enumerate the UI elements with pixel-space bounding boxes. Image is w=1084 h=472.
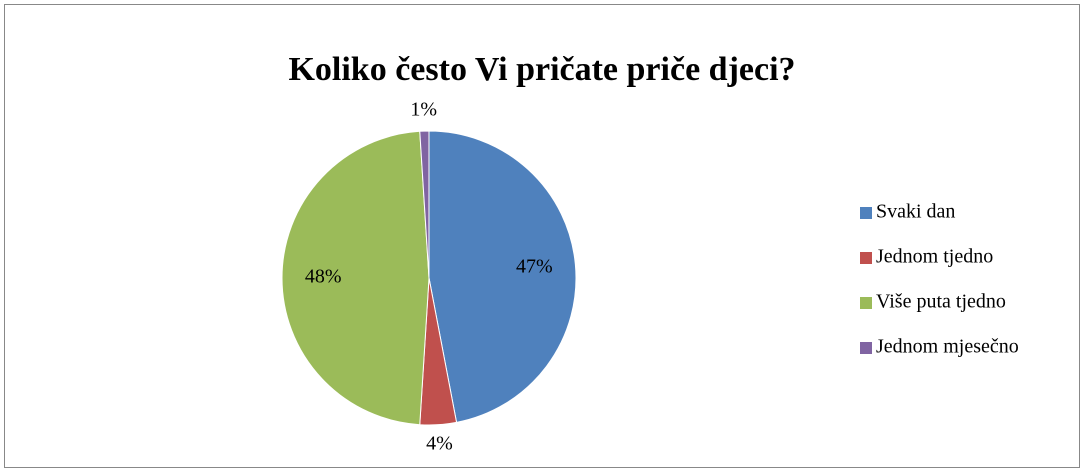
data-label: 48% <box>305 266 342 288</box>
legend-label: Svaki dan <box>876 201 955 223</box>
data-label: 4% <box>426 432 453 454</box>
legend-swatch <box>860 252 872 264</box>
data-label: 47% <box>516 256 553 278</box>
chart-title: Koliko često Vi pričate priče djeci? <box>288 51 795 88</box>
pie-slice <box>281 130 430 426</box>
legend-label: Jednom mjesečno <box>876 336 1019 358</box>
legend-label: Jednom tjedno <box>876 246 993 268</box>
legend-label: Više puta tjedno <box>876 291 1006 313</box>
pie-slice <box>419 130 430 279</box>
legend-swatch <box>860 342 872 354</box>
data-label: 1% <box>410 99 437 121</box>
pie-slice <box>428 130 577 423</box>
legend-swatch <box>860 297 872 309</box>
legend-swatch <box>860 207 872 219</box>
